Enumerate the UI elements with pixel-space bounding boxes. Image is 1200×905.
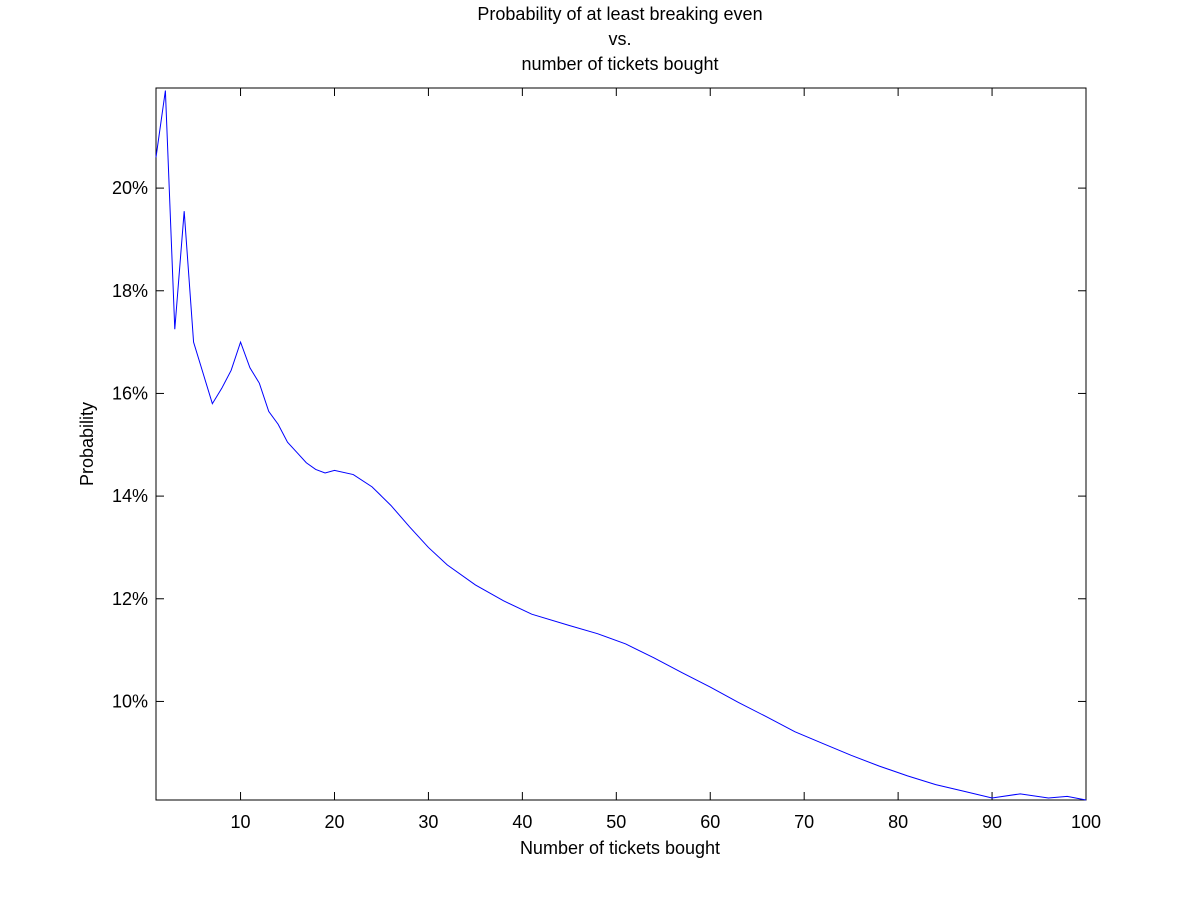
chart-title-line-2: vs. [608,29,631,49]
y-tick-label: 20% [112,178,148,198]
chart-title-line-3: number of tickets bought [521,54,718,74]
y-tick-label: 18% [112,281,148,301]
y-axis-ticks: 10% 12% 14% 16% 18% 20% [112,178,1086,711]
plot-area-frame [155,87,1087,801]
y-axis-label: Probability [77,402,97,486]
x-tick-label: 40 [512,812,532,832]
y-tick-label: 14% [112,486,148,506]
y-tick-label: 12% [112,589,148,609]
y-tick-label: 10% [112,691,148,711]
chart-title-line-1: Probability of at least breaking even [477,4,762,24]
x-tick-label: 20 [324,812,344,832]
x-tick-label: 90 [982,812,1002,832]
x-tick-label: 80 [888,812,908,832]
y-tick-label: 16% [112,383,148,403]
x-tick-label: 30 [418,812,438,832]
x-tick-label: 60 [700,812,720,832]
series-line [155,90,1087,801]
chart-title: Probability of at least breaking even vs… [477,4,762,74]
x-tick-label: 100 [1071,812,1101,832]
x-tick-label: 50 [606,812,626,832]
x-axis-label: Number of tickets bought [520,838,720,858]
x-tick-label: 10 [231,812,251,832]
x-tick-label: 70 [794,812,814,832]
x-axis-ticks: 10 20 30 40 50 60 70 80 90 100 [231,88,1101,832]
